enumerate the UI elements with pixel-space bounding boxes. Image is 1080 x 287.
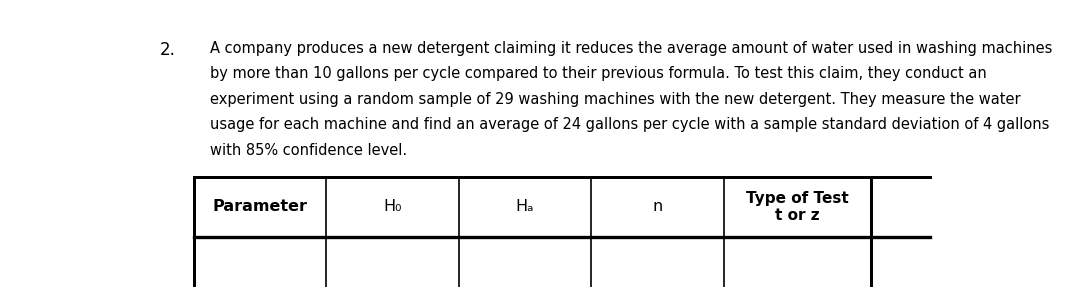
Text: Parameter: Parameter [213, 199, 308, 214]
Text: experiment using a random sample of 29 washing machines with the new detergent. : experiment using a random sample of 29 w… [211, 92, 1021, 107]
Text: Type of Test
t or z: Type of Test t or z [746, 191, 849, 223]
Text: Hₐ: Hₐ [516, 199, 535, 214]
Text: 2.: 2. [160, 41, 176, 59]
Text: by more than 10 gallons per cycle compared to their previous formula. To test th: by more than 10 gallons per cycle compar… [211, 67, 987, 82]
Bar [193, 177, 930, 287]
Text: H₀: H₀ [383, 199, 402, 214]
Text: with 85% confidence level.: with 85% confidence level. [211, 143, 407, 158]
Text: usage for each machine and find an average of 24 gallons per cycle with a sample: usage for each machine and find an avera… [211, 117, 1050, 132]
Text: n: n [652, 199, 663, 214]
Text: A company produces a new detergent claiming it reduces the average amount of wat: A company produces a new detergent claim… [211, 41, 1053, 56]
